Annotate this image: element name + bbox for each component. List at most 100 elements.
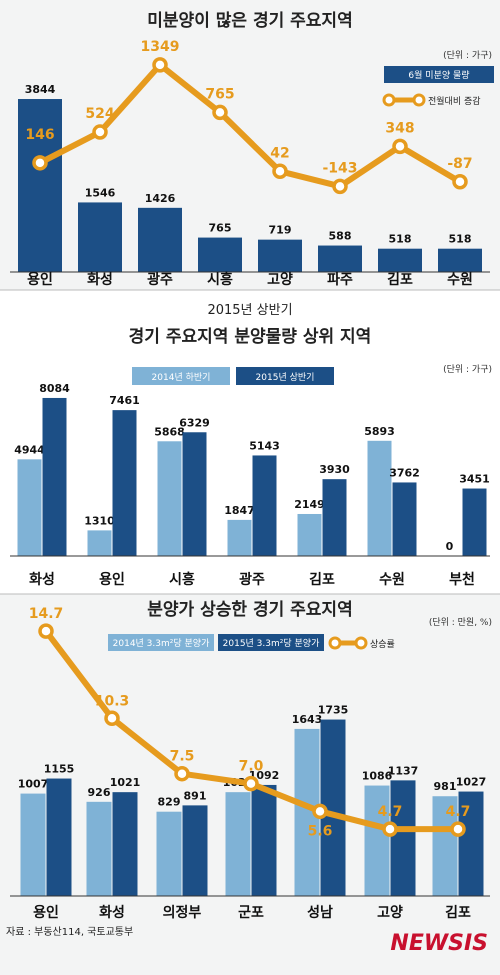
chart1-line-point	[272, 163, 288, 180]
chart1-bar	[198, 237, 242, 272]
chart1-bar-value: 3844	[25, 83, 56, 96]
chart2-bar-s2	[182, 432, 207, 556]
chart3-bar-s2	[390, 780, 416, 896]
chart2-title: 경기 주요지역 분양물량 상위 지역	[129, 327, 372, 347]
chart3-bar-value: 829	[158, 796, 181, 809]
chart1-category-label: 고양	[267, 272, 293, 288]
chart2-bar-s1	[157, 441, 182, 556]
chart1-legend-bar-label: 6월 미분양 물량	[408, 69, 469, 81]
chart2-legend-s2-box	[236, 367, 334, 385]
chart1-line-point	[332, 178, 348, 195]
chart3-legend-s2-label: 2015년 3.3m²당 분양가	[223, 638, 320, 649]
chart1-bar	[78, 202, 122, 272]
chart2-subtitle: 2015년 상반기	[207, 303, 292, 318]
chart2-bar-s2	[42, 397, 67, 556]
chart3-bar-value: 1027	[456, 776, 487, 789]
chart1-line-value: 524	[85, 106, 114, 122]
chart1-line-point	[452, 174, 468, 190]
chart3-line-point	[174, 765, 190, 782]
source-note: 자료 : 부동산114, 국토교통부	[6, 926, 133, 938]
chart3-line-point	[243, 775, 259, 792]
chart2-bar-value: 8084	[39, 382, 70, 395]
chart3-line-value: 7.0	[239, 759, 264, 775]
chart2-bar-value: 7461	[109, 394, 140, 407]
chart3-bar-value: 1007	[18, 778, 49, 791]
chart3-legend-line-label: 상승률	[370, 639, 395, 650]
chart1-category-label: 시흥	[207, 271, 233, 288]
chart3-category-label: 화성	[99, 905, 125, 921]
chart1-bar-value: 719	[269, 224, 292, 237]
chart3-bar-value: 1643	[292, 713, 323, 726]
chart1-line-value: 765	[205, 86, 234, 102]
chart1-legend-bar-box	[384, 66, 494, 83]
chart1-line-point	[152, 57, 168, 73]
chart3-legend-line-dot	[328, 636, 342, 650]
chart2-bar-value: 6329	[179, 416, 210, 429]
chart3-bar-s1	[20, 793, 46, 896]
chart1-line-point	[212, 104, 228, 121]
chart3-bar-value: 891	[184, 789, 207, 802]
chart2-bar-value: 3762	[389, 466, 420, 479]
chart3-bar-s1	[156, 811, 182, 896]
chart1-category-label: 수원	[447, 272, 473, 288]
chart1-category-label: 화성	[87, 272, 113, 288]
chart3-bar-value: 1735	[318, 704, 349, 717]
chart3-bar-s2	[251, 784, 277, 896]
chart3-bar-s1	[86, 801, 112, 896]
chart1-bar	[438, 248, 482, 272]
chart3-line-value: 7.5	[170, 749, 195, 765]
chart1-category-label: 광주	[147, 271, 173, 288]
chart1-bar-value: 1426	[145, 192, 176, 205]
chart3-bar-s1	[432, 796, 458, 896]
chart2-bar-value: 5143	[249, 439, 280, 452]
chart3-line-point	[38, 623, 54, 639]
chart1-line-point	[32, 155, 48, 171]
chart1-legend-line-dot	[412, 93, 426, 107]
chart2-bar-s2	[252, 455, 277, 556]
chart2-category-label: 시흥	[169, 571, 195, 588]
chart1-bar	[138, 207, 182, 272]
chart2-category-label: 김포	[309, 571, 335, 588]
chart1-line-value: 42	[270, 145, 289, 161]
chart2-bar-value: 5868	[154, 425, 185, 438]
chart1-line	[38, 61, 462, 190]
chart1-legend-line-label: 전월대비 증감	[428, 95, 481, 107]
chart2-bar-s1	[227, 519, 252, 556]
chart3-bar-value: 1137	[388, 764, 419, 777]
chart3-category-label: 의정부	[163, 904, 202, 921]
chart1-bar-value: 518	[389, 233, 412, 246]
chart2-legend-s1-label: 2014년 하반기	[152, 372, 211, 383]
chart3-bar-value: 1021	[110, 776, 141, 789]
chart1-line-value: -143	[322, 160, 357, 176]
chart3-category-label: 고양	[377, 905, 403, 921]
chart1-unit: (단위 : 가구)	[443, 50, 492, 61]
chart2-category-label: 수원	[379, 572, 405, 588]
chart2-bar-s2	[112, 410, 137, 556]
chart1-bar	[258, 239, 302, 272]
chart3-line-point	[104, 710, 120, 727]
chart1-line-point	[92, 124, 108, 140]
chart3-category-label: 김포	[445, 904, 471, 921]
chart3-line-value: 14.7	[29, 606, 64, 622]
chart3-legend-s1-box	[108, 634, 214, 651]
chart1-line-value: 1349	[141, 39, 180, 55]
chart2-unit: (단위 : 가구)	[443, 364, 492, 375]
chart3-bar-s2	[182, 805, 208, 896]
chart3-line-point	[450, 821, 466, 837]
chart2-bar-value: 0	[446, 540, 454, 553]
chart2-bar-value: 3930	[319, 463, 350, 476]
chart2-category-label: 화성	[29, 572, 55, 588]
chart1-line-value: 348	[385, 120, 414, 136]
chart3-bar-s2	[46, 778, 72, 896]
chart1-category-label: 파주	[327, 272, 353, 288]
chart1-legend-line-dot	[382, 93, 396, 107]
chart3-title: 분양가 상승한 경기 주요지역	[147, 600, 352, 620]
chart2-bar-value: 1310	[84, 514, 115, 527]
chart1-bar-value: 765	[209, 222, 232, 235]
chart1-bar	[18, 99, 62, 273]
chart3-bar-s1	[364, 785, 390, 896]
chart1-category-label: 용인	[27, 271, 53, 288]
chart1-line-point	[392, 138, 408, 155]
